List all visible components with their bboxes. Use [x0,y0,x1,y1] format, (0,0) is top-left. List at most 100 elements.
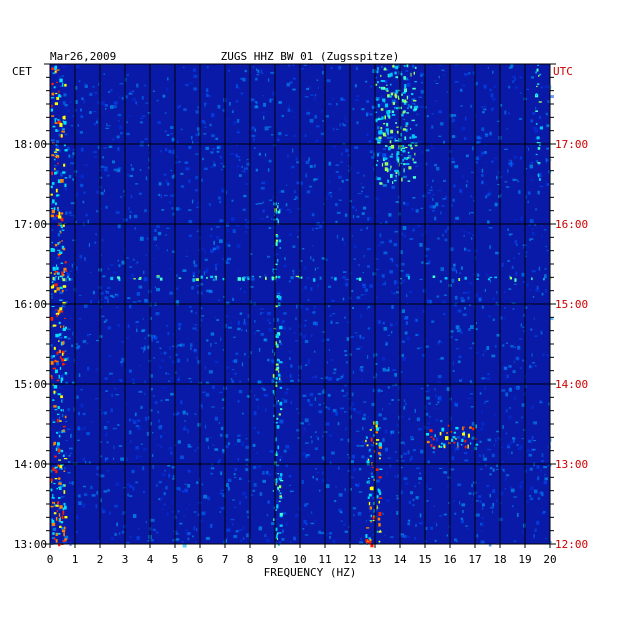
heatmap-cell [273,271,275,275]
heatmap-cell [58,251,63,254]
heatmap-cell [167,77,169,81]
heatmap-cell [129,266,133,268]
heatmap-cell [161,386,166,389]
heatmap-cell [261,387,265,390]
heatmap-cell [175,371,177,374]
heatmap-cell [171,150,175,155]
heatmap-cell [58,94,61,97]
heatmap-cell [126,121,129,123]
heatmap-cell [56,314,58,318]
heatmap-cell [348,456,351,459]
heatmap-cell [376,160,379,162]
heatmap-cell [266,318,270,322]
heatmap-cell [284,391,288,395]
heatmap-cell [397,286,399,289]
heatmap-cell [133,420,137,424]
heatmap-cell [93,123,97,125]
heatmap-cell [51,497,55,499]
heatmap-cell [516,243,518,247]
heatmap-cell [378,523,381,527]
heatmap-cell [383,67,387,71]
heatmap-cell [158,481,162,484]
heatmap-cell [481,168,484,173]
heatmap-cell [458,278,461,281]
heatmap-cell [396,130,399,134]
heatmap-cell [234,506,237,509]
heatmap-cell [180,185,185,188]
heatmap-cell [115,294,119,298]
heatmap-cell [169,291,173,295]
heatmap-cell [269,199,273,201]
heatmap-cell [152,528,156,531]
heatmap-cell [183,427,186,431]
heatmap-cell [347,453,349,456]
heatmap-cell [379,529,381,533]
heatmap-cell [168,150,171,154]
heatmap-cell [188,378,192,380]
heatmap-cell [104,300,106,304]
heatmap-cell [62,274,65,277]
heatmap-cell [100,474,105,478]
heatmap-cell [514,86,518,89]
heatmap-cell [407,107,409,109]
heatmap-cell [317,284,319,287]
heatmap-cell [285,523,288,526]
heatmap-cell [388,115,391,119]
heatmap-cell [248,396,251,398]
heatmap-cell [533,421,537,425]
heatmap-cell [345,411,349,413]
heatmap-cell [242,526,244,530]
heatmap-cell [234,359,238,363]
heatmap-cell [64,452,68,456]
heatmap-cell [391,305,394,309]
heatmap-cell [131,167,134,171]
heatmap-cell [398,162,400,167]
heatmap-cell [262,470,265,475]
heatmap-cell [96,473,100,476]
heatmap-cell [314,267,317,271]
heatmap-cell [87,219,89,224]
heatmap-cell [268,159,272,163]
heatmap-cell [362,440,364,444]
heatmap-cell [147,112,151,114]
heatmap-cell [489,280,491,283]
heatmap-cell [50,375,53,377]
heatmap-cell [367,305,371,309]
heatmap-cell [489,88,492,92]
heatmap-cell [519,338,522,340]
heatmap-cell [188,209,192,211]
heatmap-cell [51,522,56,526]
heatmap-cell [483,132,487,135]
heatmap-cell [474,249,478,253]
heatmap-cell [193,260,196,265]
heatmap-cell [335,171,339,173]
heatmap-cell [419,513,422,518]
heatmap-cell [393,178,398,180]
heatmap-cell [165,372,168,375]
heatmap-cell [385,343,388,346]
heatmap-cell [400,126,402,130]
heatmap-cell [377,103,380,108]
heatmap-cell [204,258,208,261]
heatmap-cell [361,186,365,189]
heatmap-cell [267,255,270,258]
heatmap-cell [124,95,128,99]
heatmap-cell [407,180,411,182]
heatmap-cell [55,369,58,374]
heatmap-cell [278,489,280,492]
heatmap-cell [537,190,540,195]
heatmap-cell [59,465,63,469]
heatmap-cell [454,401,456,406]
heatmap-cell [403,405,406,410]
heatmap-cell [296,161,299,164]
heatmap-cell [261,72,264,74]
heatmap-cell [75,386,77,391]
heatmap-cell [425,412,429,416]
heatmap-cell [379,497,383,499]
heatmap-cell [129,277,133,279]
heatmap-cell [277,486,279,490]
heatmap-cell [456,329,461,333]
heatmap-cell [65,420,68,422]
heatmap-cell [242,412,244,415]
heatmap-cell [236,131,241,134]
